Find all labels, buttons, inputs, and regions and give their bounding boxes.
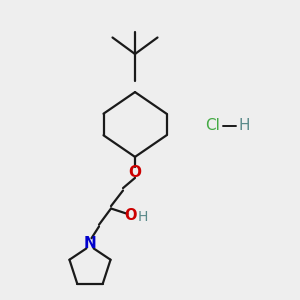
Text: O: O bbox=[128, 165, 142, 180]
Text: H: H bbox=[138, 210, 148, 224]
Text: N: N bbox=[84, 236, 96, 251]
Text: O: O bbox=[124, 208, 137, 223]
Text: Cl: Cl bbox=[206, 118, 220, 134]
Text: H: H bbox=[239, 118, 250, 134]
